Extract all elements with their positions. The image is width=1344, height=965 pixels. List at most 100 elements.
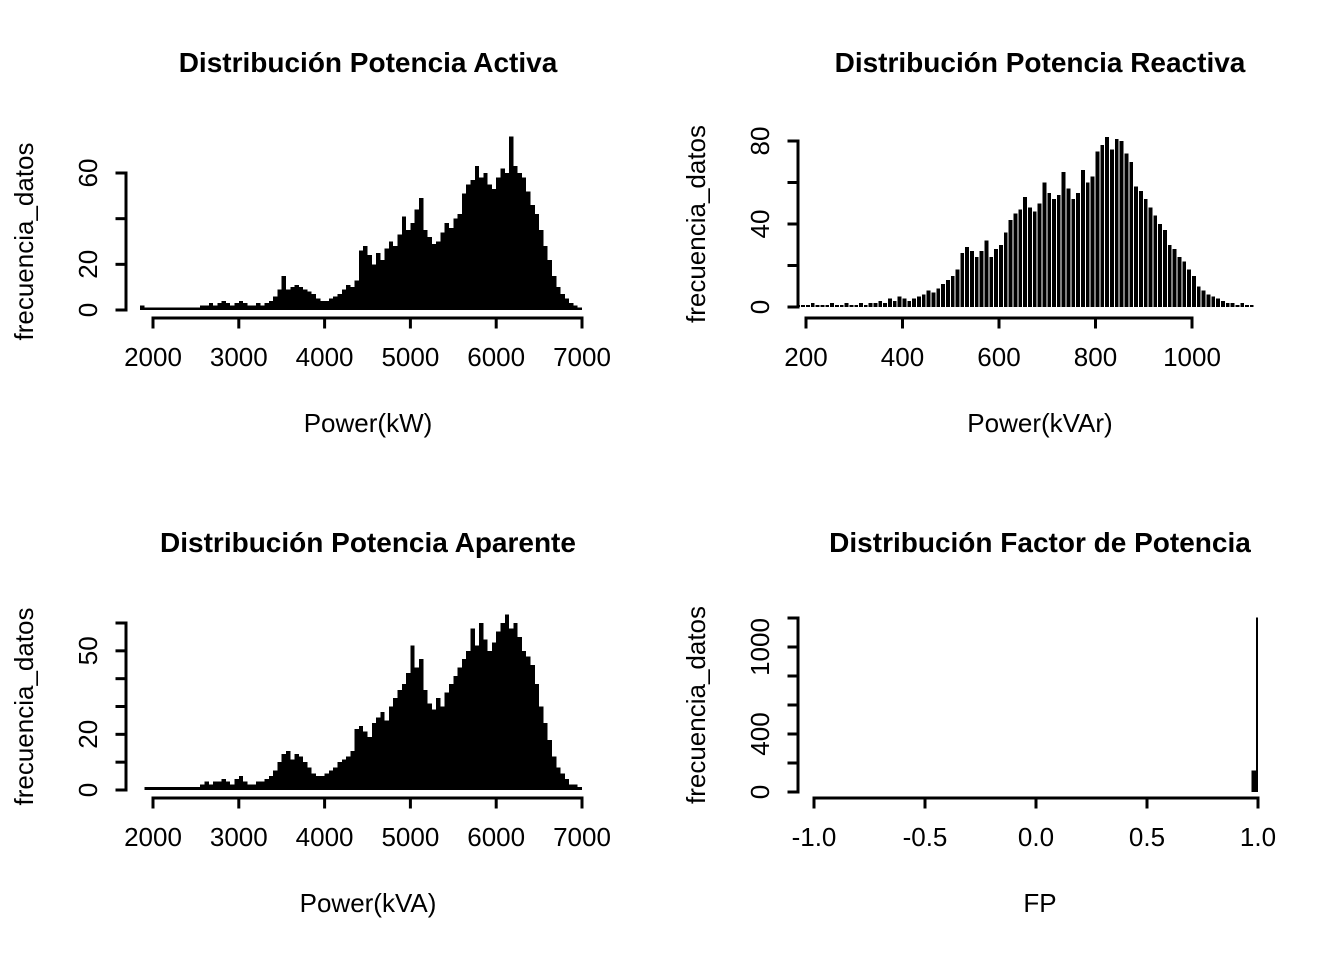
histogram-bars: [1251, 617, 1258, 792]
histogram-bar: [1076, 192, 1081, 308]
x-tick-label: 800: [1074, 342, 1117, 372]
histogram-bar: [1095, 151, 1100, 308]
histogram-bar: [363, 731, 368, 790]
histogram-bar: [569, 784, 574, 790]
histogram-potencia-activa: 2000 3000 4000 5000 6000 7000 0 20 60 Distribució…: [9, 47, 611, 438]
histogram-bar: [290, 287, 295, 310]
histogram-bar: [1225, 302, 1230, 307]
histogram-bar: [264, 303, 269, 310]
histogram-bar: [363, 246, 368, 310]
histogram-bar: [260, 781, 265, 790]
histogram-bar: [496, 177, 501, 310]
histogram-bar: [551, 275, 557, 310]
histogram-bar: [1206, 294, 1211, 307]
histogram-bar: [1249, 304, 1254, 308]
histogram-bar: [174, 787, 179, 790]
histogram-bar: [509, 136, 514, 310]
histogram-bar: [526, 191, 531, 310]
histogram-bar: [945, 280, 950, 307]
histogram-bar: [174, 307, 179, 310]
histogram-bar: [569, 303, 574, 310]
histogram-bar: [247, 305, 252, 310]
histogram-bar: [1032, 211, 1037, 307]
histogram-bar: [496, 631, 501, 790]
histogram-bar: [217, 781, 222, 790]
histogram-bar: [974, 257, 979, 307]
histogram-bar: [854, 304, 859, 308]
histogram-bar: [165, 307, 171, 310]
histogram-bar: [950, 275, 955, 308]
histogram-bar: [414, 667, 419, 790]
histogram-bar: [423, 230, 428, 310]
histogram-bar: [397, 689, 402, 790]
histogram-bar: [161, 307, 166, 310]
histogram-potencia-aparente: 2000 3000 4000 5000 6000 7000 0 20 50 Distribució…: [9, 527, 611, 918]
histogram-bar: [1023, 197, 1027, 307]
y-tick-label: 0: [745, 300, 775, 314]
histogram-bar: [170, 307, 175, 310]
histogram-bar: [290, 759, 295, 790]
histogram-bar: [371, 723, 377, 790]
histogram-bar: [994, 248, 998, 307]
x-tick-label: -0.5: [903, 822, 948, 852]
histogram-bar: [337, 762, 342, 790]
histogram-bar: [1008, 219, 1013, 307]
histogram-bar: [517, 173, 522, 310]
histogram-bar: [320, 776, 325, 790]
histogram-bar: [1037, 203, 1042, 307]
histogram-bar: [140, 305, 145, 310]
histogram-bar: [539, 230, 544, 310]
histogram-bar: [936, 288, 941, 307]
histogram-bar: [1138, 190, 1143, 307]
histogram-bar: [474, 166, 480, 310]
histogram-bar: [1134, 186, 1138, 307]
histogram-bar: [341, 289, 347, 310]
histogram-bar: [346, 756, 351, 790]
y-axis-label: frecuencia_datos: [9, 142, 39, 340]
histogram-bar: [931, 292, 936, 308]
histogram-bar: [397, 234, 402, 310]
histogram-bar: [1081, 170, 1085, 307]
histogram-bar: [307, 291, 312, 310]
y-tick-label: 400: [745, 712, 775, 755]
histogram-bar: [328, 770, 334, 790]
histogram-bar: [225, 781, 231, 790]
panel-potencia-reactiva: 200 400 600 800 1000 0 40 80 Distribución Potenc…: [672, 0, 1344, 480]
histogram-bar: [444, 692, 450, 790]
histogram-bar: [316, 776, 321, 790]
histogram-bar: [479, 623, 484, 790]
histogram-bar: [157, 787, 162, 790]
histogram-bar: [815, 304, 820, 308]
histogram-bar: [844, 302, 849, 307]
histogram-bar: [418, 198, 424, 310]
histogram-bar: [466, 650, 471, 790]
histogram-bar: [888, 298, 892, 307]
histogram-potencia-reactiva: 200 400 600 800 1000 0 40 80 Distribución Potenc…: [681, 47, 1254, 438]
histogram-bar: [543, 723, 548, 790]
histogram-bar: [217, 303, 222, 310]
histogram-bar: [153, 307, 158, 310]
histogram-bar: [371, 264, 377, 310]
histogram-bar: [230, 784, 235, 790]
y-axis-label: frecuencia_datos: [681, 606, 711, 804]
x-axis-label: FP: [1023, 888, 1056, 918]
histogram-bar: [834, 304, 839, 308]
histogram-bar: [311, 773, 317, 790]
histogram-bar: [418, 659, 424, 790]
histogram-bar: [281, 275, 286, 310]
y-tick-label: 40: [745, 210, 775, 239]
histogram-bar: [1003, 232, 1008, 307]
histogram-bar: [547, 739, 552, 790]
histogram-bar: [165, 787, 171, 790]
histogram-bar: [268, 300, 274, 310]
x-tick-label: 6000: [467, 822, 525, 852]
histogram-bar: [1192, 275, 1196, 308]
histogram-bar: [230, 305, 235, 310]
histogram-bar: [213, 305, 218, 310]
histogram-bar: [247, 784, 252, 790]
histogram-bar: [517, 636, 522, 790]
histogram-bar: [1013, 213, 1018, 308]
histogram-bar: [200, 784, 205, 790]
